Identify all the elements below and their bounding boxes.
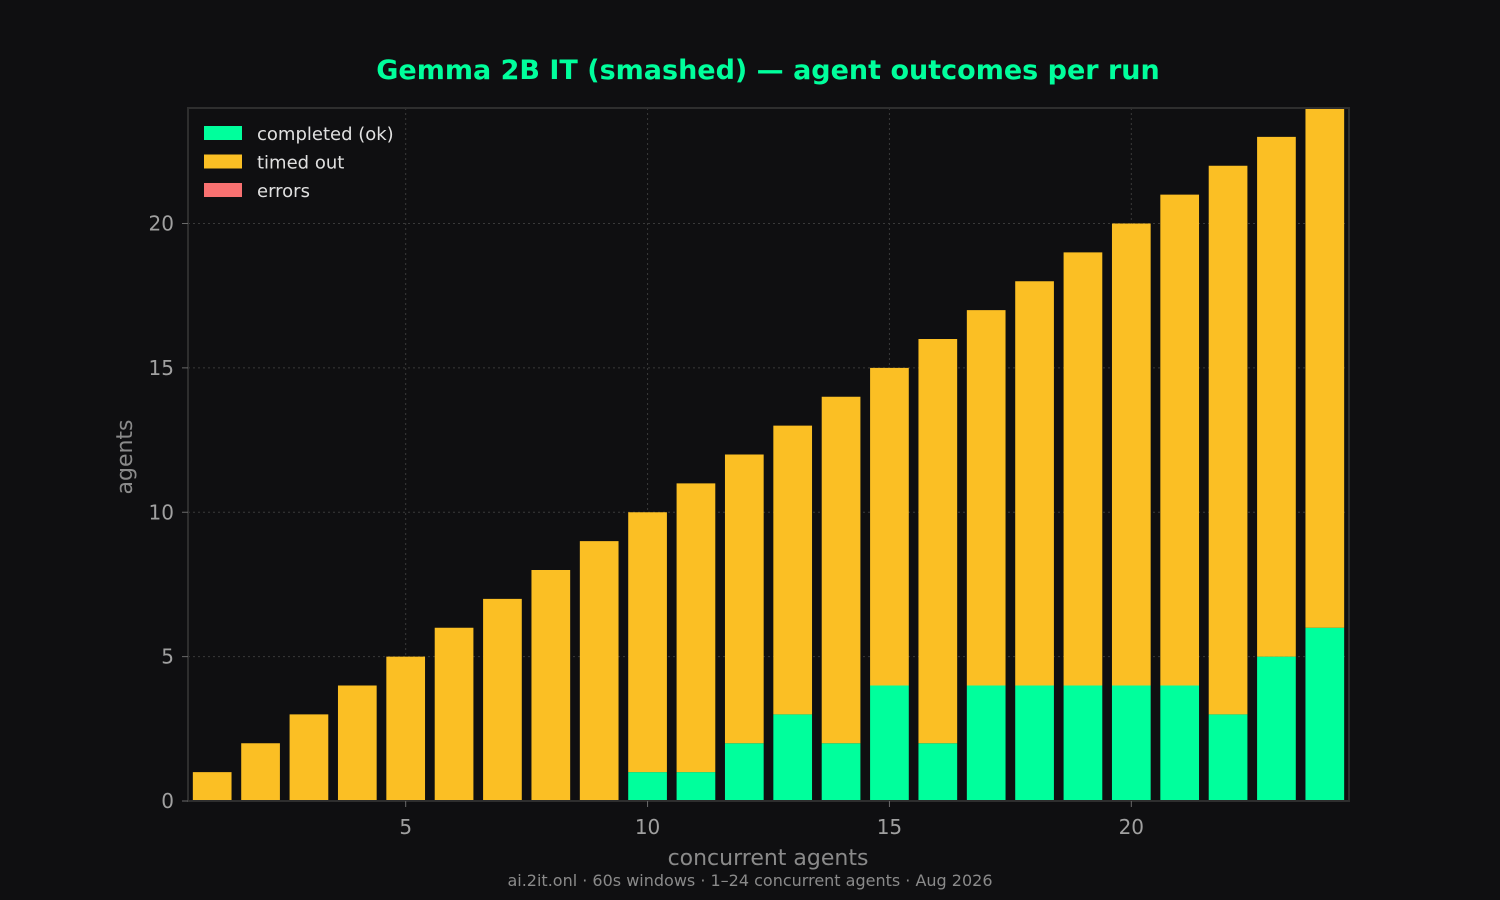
bar-timed-out-10 xyxy=(628,512,667,773)
bar-completed-ok-11 xyxy=(676,772,716,801)
chart-title: Gemma 2B IT (smashed) — agent outcomes p… xyxy=(376,55,1159,86)
bar-timed-out-15 xyxy=(870,367,909,686)
x-axis-ticks: 5 10 15 20 xyxy=(399,801,1144,839)
bar-timed-out-23 xyxy=(1257,136,1296,657)
bar-timed-out-20 xyxy=(1111,223,1151,686)
legend-swatch-errors xyxy=(204,183,242,197)
bar-timed-out-5 xyxy=(386,656,426,801)
footer-caption: ai.2it.onl · 60s windows · 1–24 concurre… xyxy=(507,871,992,890)
x-tick-label: 20 xyxy=(1119,815,1144,839)
legend-label-completed-ok: completed (ok) xyxy=(257,124,394,145)
bar-completed-ok-21 xyxy=(1160,685,1200,801)
x-tick-label: 5 xyxy=(399,815,412,839)
y-tick-label: 15 xyxy=(149,356,174,380)
bar-completed-ok-24 xyxy=(1305,627,1345,801)
bar-timed-out-14 xyxy=(821,396,861,744)
bar-completed-ok-13 xyxy=(773,714,813,801)
legend: completed (ok) timed out errors xyxy=(204,124,394,202)
bar-completed-ok-19 xyxy=(1063,685,1103,801)
legend-swatch-completed-ok xyxy=(204,126,242,140)
x-axis-label: concurrent agents xyxy=(668,846,869,871)
y-tick-label: 5 xyxy=(161,645,174,669)
y-axis-label: agents xyxy=(113,419,138,494)
bar-timed-out-21 xyxy=(1160,194,1200,686)
y-tick-label: 20 xyxy=(149,212,174,236)
bar-timed-out-1 xyxy=(192,772,232,801)
bar-completed-ok-23 xyxy=(1257,656,1296,801)
plot-frame xyxy=(187,107,1350,802)
bar-timed-out-11 xyxy=(676,483,716,773)
bar-timed-out-22 xyxy=(1208,165,1248,715)
bar-completed-ok-17 xyxy=(966,685,1006,801)
bar-timed-out-17 xyxy=(966,310,1006,686)
bar-timed-out-6 xyxy=(434,627,474,801)
x-tick-label: 10 xyxy=(635,815,660,839)
legend-label-timed-out: timed out xyxy=(257,153,344,174)
bar-timed-out-4 xyxy=(337,685,377,801)
bar-timed-out-24 xyxy=(1305,108,1345,628)
bar-timed-out-7 xyxy=(483,598,522,801)
y-tick-label: 10 xyxy=(149,500,174,524)
bar-completed-ok-22 xyxy=(1208,714,1248,801)
bar-timed-out-18 xyxy=(1015,281,1054,686)
bar-completed-ok-14 xyxy=(821,743,861,801)
bar-timed-out-13 xyxy=(773,425,813,715)
bar-completed-ok-18 xyxy=(1015,685,1054,801)
bar-completed-ok-12 xyxy=(724,743,764,801)
bar-completed-ok-16 xyxy=(918,743,958,801)
bar-completed-ok-10 xyxy=(628,772,667,801)
bar-timed-out-16 xyxy=(918,339,958,744)
legend-swatch-timed-out xyxy=(204,154,242,169)
y-tick-label: 0 xyxy=(161,789,174,813)
legend-label-errors: errors xyxy=(257,181,310,202)
bar-timed-out-8 xyxy=(531,570,571,801)
bar-timed-out-9 xyxy=(579,541,619,801)
bar-completed-ok-20 xyxy=(1111,685,1151,801)
x-tick-label: 15 xyxy=(877,815,902,839)
y-axis-ticks: 0 5 10 15 20 xyxy=(149,212,188,813)
bar-timed-out-12 xyxy=(724,454,764,744)
bar-completed-ok-15 xyxy=(870,685,909,801)
bar-timed-out-19 xyxy=(1063,252,1103,686)
bars xyxy=(192,108,1345,801)
bar-timed-out-3 xyxy=(289,714,329,801)
bar-timed-out-2 xyxy=(241,743,280,801)
